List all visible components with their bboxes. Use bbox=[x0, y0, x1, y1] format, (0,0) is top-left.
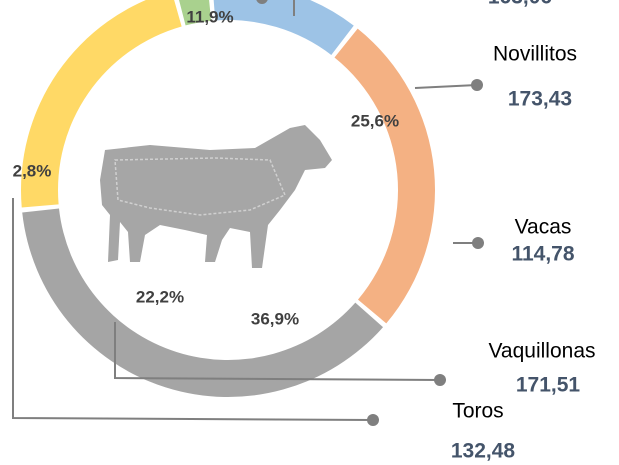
percent-label: 25,6% bbox=[351, 111, 399, 130]
chart: 11,9% 163,06 25,6% Novillitos 173,43 36,9% Vac… bbox=[0, 0, 619, 465]
donut-segment bbox=[334, 29, 435, 324]
category-label: Novillitos bbox=[493, 43, 577, 66]
percent-label: 22,2% bbox=[136, 287, 184, 306]
percent-label: 2,8% bbox=[13, 161, 52, 180]
leader-dot bbox=[471, 79, 483, 91]
price-label: 114,78 bbox=[511, 243, 574, 266]
category-label: Vacas bbox=[515, 216, 572, 239]
donut-segment bbox=[22, 208, 383, 397]
leader-dot bbox=[434, 374, 446, 386]
cow-illustration bbox=[100, 125, 332, 268]
price-label: 171,51 bbox=[516, 374, 581, 397]
leader-line bbox=[415, 85, 477, 88]
category-label: Toros bbox=[452, 400, 503, 423]
percent-label: 11,9% bbox=[186, 7, 233, 26]
price-label: 132,48 bbox=[451, 440, 516, 463]
price-label: 173,43 bbox=[508, 88, 572, 111]
category-label: Vaquillonas bbox=[488, 340, 595, 363]
leader-dot bbox=[367, 414, 379, 426]
price-label: 163,06 bbox=[488, 0, 552, 9]
percent-label: 36,9% bbox=[251, 309, 299, 328]
leader-dot bbox=[472, 237, 484, 249]
